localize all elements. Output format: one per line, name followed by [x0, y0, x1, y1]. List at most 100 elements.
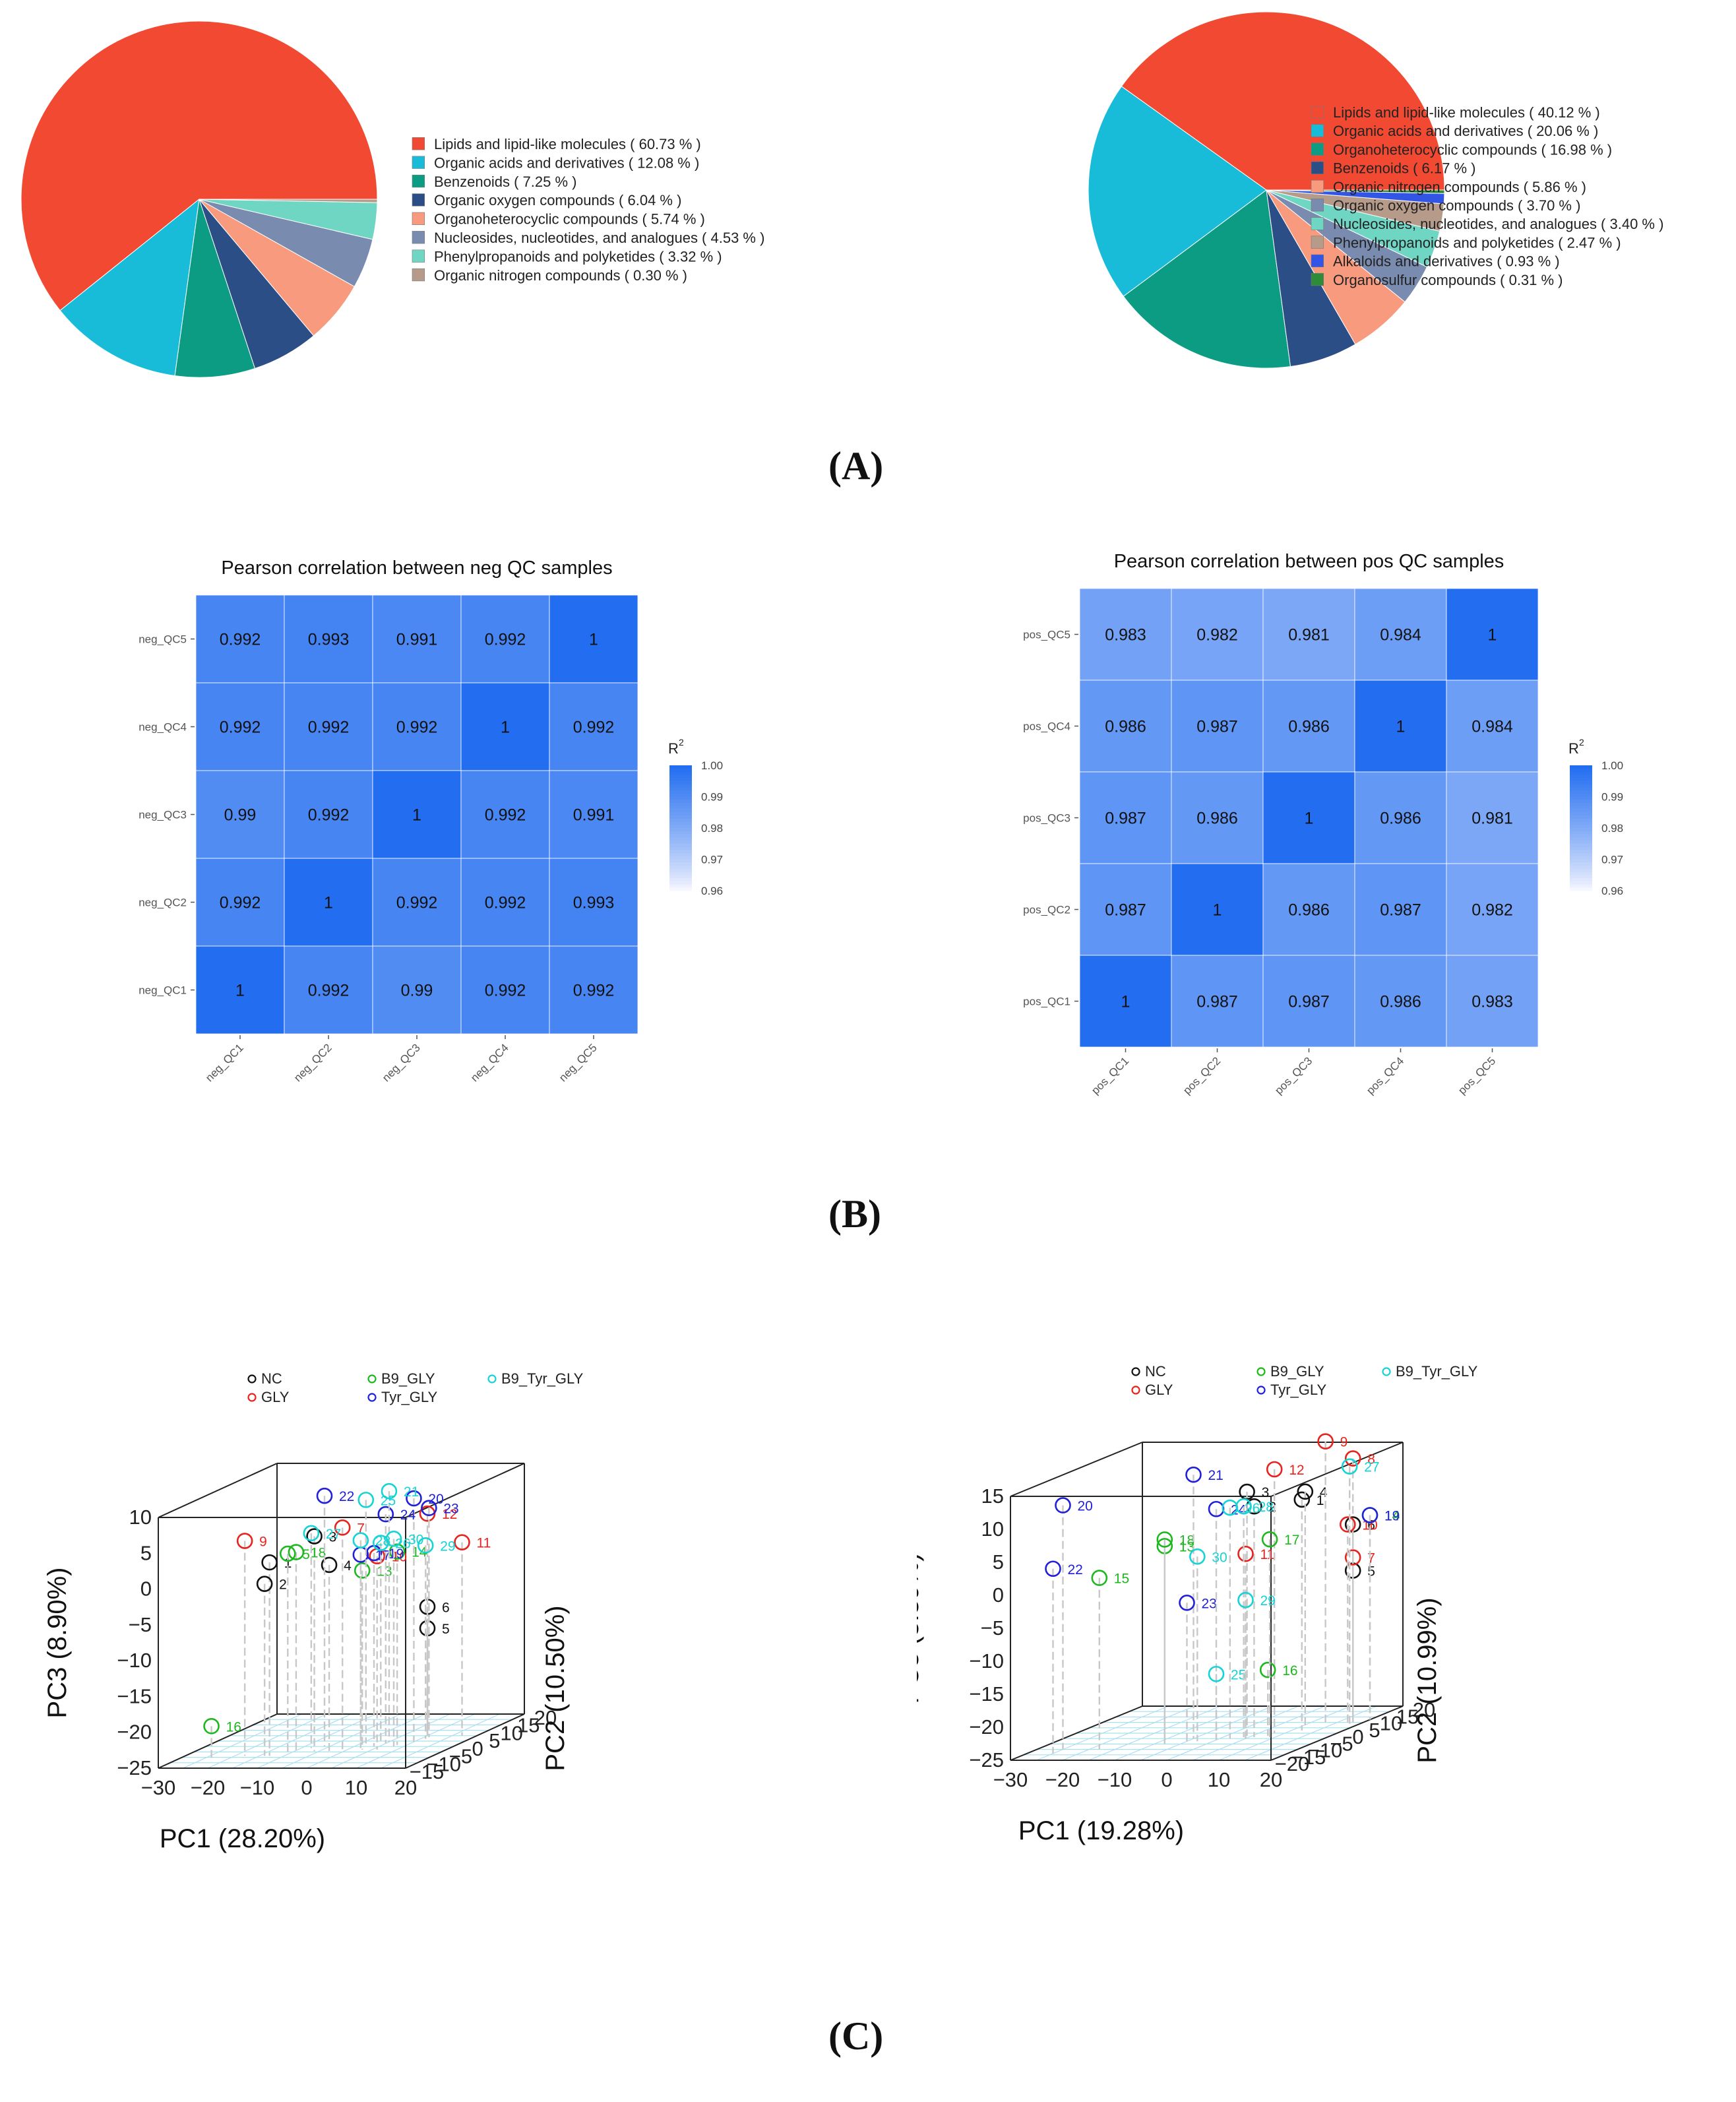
colorbar-tick-label: 0.99 — [701, 791, 723, 804]
z-tick-label: −25 — [117, 1756, 152, 1779]
colorbar-step — [669, 825, 692, 829]
colorbar-step — [669, 780, 692, 785]
y-tick-label: 5 — [489, 1729, 500, 1752]
legend-swatch — [1311, 161, 1324, 175]
point-label: 25 — [381, 1493, 396, 1508]
colorbar-step — [669, 868, 692, 873]
colorbar-step — [1570, 825, 1592, 829]
heatmap-cell — [1262, 771, 1355, 864]
colorbar-step — [669, 866, 692, 870]
point-label: 19 — [1384, 1509, 1400, 1524]
colorbar-tick-label: 1.00 — [1601, 759, 1623, 772]
z-tick-label: −20 — [117, 1721, 152, 1744]
colorbar-step — [669, 803, 692, 807]
colorbar-step — [669, 859, 692, 863]
heatmap-cell-value: 0.984 — [1380, 626, 1421, 645]
data-point — [406, 1490, 422, 1507]
z-tick-label: 10 — [981, 1517, 1004, 1541]
legend-entry: Benzenoids ( 7.25 % ) — [434, 174, 576, 190]
z-tick-label: −20 — [969, 1715, 1004, 1738]
box-edge — [158, 1713, 278, 1769]
point-label: 2 — [1268, 1500, 1276, 1515]
colorbar-title: R — [1568, 740, 1579, 757]
point-label: 23 — [443, 1502, 458, 1517]
colorbar-step — [1570, 796, 1592, 800]
legend-entry: Phenylpropanoids and polyketides ( 2.47 … — [1333, 234, 1621, 251]
heatmap-cell-value: 0.992 — [573, 718, 615, 737]
heatmap-cell-value: 0.992 — [573, 982, 615, 1000]
colorbar-step — [669, 815, 692, 819]
colorbar-step — [669, 793, 692, 798]
point-label: 28 — [1258, 1500, 1274, 1515]
legend-swatch — [1311, 106, 1324, 119]
data-point — [1091, 1570, 1108, 1586]
heatmap-cell-value: 1 — [412, 806, 421, 825]
data-point — [417, 1537, 434, 1554]
heatmap-cell — [195, 858, 285, 947]
x-tick-label: neg_QC5 — [557, 1041, 600, 1084]
point-label: 30 — [408, 1532, 423, 1547]
point-label: 7 — [1367, 1551, 1375, 1566]
data-point — [1361, 1507, 1379, 1523]
y-tick-label: −5 — [449, 1745, 472, 1768]
heatmap-cell-value: 0.991 — [573, 806, 615, 825]
heatmap-cell — [460, 594, 550, 684]
colorbar-step — [1570, 884, 1592, 888]
point-label: 6 — [442, 1600, 450, 1615]
floor-grid — [1193, 1705, 1325, 1761]
point-label: 16 — [1282, 1663, 1297, 1678]
colorbar-step — [1570, 800, 1592, 804]
heatmap-cell — [1079, 588, 1172, 681]
colorbar-step — [1570, 866, 1592, 870]
colorbar-step — [1570, 778, 1592, 782]
legend-swatch — [1311, 143, 1324, 156]
point-label: 4 — [1320, 1485, 1328, 1500]
legend-entry: Organic oxygen compounds ( 6.04 % ) — [434, 192, 681, 208]
colorbar-step — [1570, 771, 1592, 775]
colorbar-step — [669, 821, 692, 825]
z-tick-label: −10 — [117, 1649, 152, 1672]
legend-entry: GLY — [261, 1389, 290, 1405]
y-tick-label: −15 — [1291, 1746, 1326, 1769]
colorbar-step — [1570, 872, 1592, 876]
data-point — [357, 1492, 375, 1508]
legend-swatch — [1311, 124, 1324, 137]
point-label: 21 — [404, 1484, 419, 1500]
data-point — [1261, 1531, 1278, 1548]
pie-slice — [20, 20, 378, 311]
legend-swatch — [412, 212, 425, 226]
heatmap-cell — [372, 945, 462, 1035]
pie-slice — [199, 199, 378, 203]
data-point — [1297, 1483, 1314, 1500]
heatmap-cell-value: 0.992 — [220, 631, 261, 649]
data-point — [203, 1718, 220, 1735]
box-edge — [1270, 1442, 1404, 1497]
legend-swatch — [1311, 217, 1324, 230]
colorbar-step — [1570, 768, 1592, 773]
z-tick-label: −5 — [129, 1613, 152, 1636]
point-label: 1 — [1317, 1493, 1324, 1508]
panel-label-b: (B) — [828, 1192, 881, 1236]
colorbar-step — [1570, 853, 1592, 857]
heatmap-cell-value: 0.992 — [220, 718, 261, 737]
legend-swatch — [1311, 179, 1324, 193]
colorbar-step — [1570, 868, 1592, 873]
heatmap-cell-value: 0.986 — [1196, 810, 1238, 828]
pie-slice — [59, 198, 200, 377]
legend-entry: NC — [261, 1370, 282, 1387]
colorbar-tick-label: 0.98 — [701, 822, 723, 835]
legend-entry: Alkaloids and derivatives ( 0.93 % ) — [1333, 253, 1560, 270]
colorbar-step — [1570, 828, 1592, 832]
heatmap-cell — [549, 594, 638, 684]
data-point — [1185, 1466, 1202, 1483]
legend-entry: Organic oxygen compounds ( 3.70 % ) — [1333, 197, 1580, 214]
y-tick-label: 15 — [517, 1714, 540, 1737]
legend-entry: Nucleosides, nucleotides, and analogues … — [1333, 216, 1663, 232]
data-point — [1237, 1591, 1254, 1608]
colorbar-step — [669, 846, 692, 850]
colorbar-step — [1570, 765, 1592, 769]
heatmap-cell-value: 0.992 — [485, 806, 526, 825]
heatmap-title: Pearson correlation between pos QC sampl… — [1114, 551, 1504, 572]
legend-entry: Organic acids and derivatives ( 12.08 % … — [434, 154, 699, 171]
pca-3d-pos: −30 −20 −10 0 10 20−20−15−10−50 5 101520−25−20−… — [917, 1363, 1478, 1845]
